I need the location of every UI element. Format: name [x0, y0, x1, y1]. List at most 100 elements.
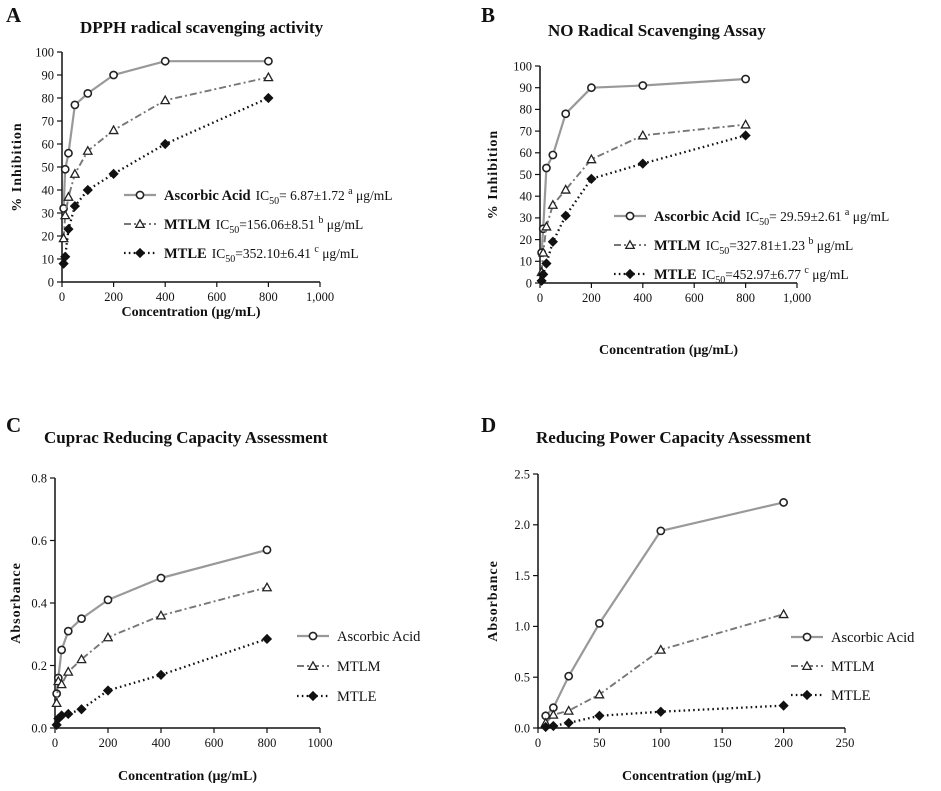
x-tick-label: 1,000 — [783, 291, 811, 305]
data-point-mtlm — [547, 199, 559, 209]
x-tick-label: 250 — [836, 736, 855, 750]
x-tick-label: 50 — [593, 736, 606, 750]
chart-panel-d: D Reducing Power Capacity Assessment 0 50 10… — [481, 413, 915, 784]
data-point-mtle — [160, 138, 171, 150]
data-point-ascorbic-acid — [262, 545, 272, 555]
data-point-mtle — [155, 669, 167, 680]
series-mtlm — [536, 119, 751, 277]
legend: Ascorbic Acid MTLM MTLE — [297, 629, 421, 705]
legend-marker-mtle — [801, 689, 813, 701]
data-point-ascorbic-acid — [564, 671, 574, 681]
data-point-mtle — [102, 685, 114, 696]
y-axis-label: % Inhibition — [10, 122, 25, 211]
y-tick-label: 80 — [520, 103, 533, 117]
series-mtle — [536, 130, 751, 286]
legend-marker-ascorbic-acid — [135, 190, 145, 200]
legend-label-mtle: MTLE — [654, 267, 697, 283]
panel-letter: A — [6, 3, 22, 27]
data-point-ascorbic-acid — [160, 56, 170, 66]
data-point-ascorbic-acid — [263, 56, 273, 66]
data-point-ascorbic-acid — [83, 89, 93, 98]
data-point-mtle — [778, 700, 789, 711]
y-tick-label: 60 — [520, 146, 533, 160]
data-point-mtlm — [261, 581, 273, 592]
series-line-mtle — [540, 134, 746, 282]
legend-ic50-ascorbic-acid: IC50= 6.87±1.72 a μg/mL — [256, 186, 393, 207]
data-point-mtle — [541, 258, 552, 269]
legend-label-mtle: MTLE — [831, 688, 871, 704]
legend-label-ascorbic-acid: Ascorbic Acid — [831, 630, 915, 646]
data-point-ascorbic-acid — [587, 83, 596, 93]
x-tick-label: 400 — [156, 290, 175, 304]
y-tick-label: 20 — [42, 229, 55, 243]
legend-label-ascorbic-acid: Ascorbic Acid — [337, 629, 421, 645]
x-tick-label: 0 — [535, 736, 541, 750]
data-point-ascorbic-acid — [561, 109, 571, 119]
data-point-ascorbic-acid — [77, 614, 86, 624]
x-axis-label: Concentration (μg/mL) — [122, 305, 261, 320]
data-point-ascorbic-acid — [70, 100, 80, 110]
x-tick-label: 1000 — [308, 736, 333, 750]
y-tick-label: 10 — [520, 255, 533, 269]
data-point-mtle — [60, 251, 71, 262]
y-tick-label: 50 — [520, 168, 533, 182]
legend-ic50-mtlm: IC50=327.81±1.23 b μg/mL — [706, 236, 854, 257]
data-point-ascorbic-acid — [103, 595, 113, 605]
data-point-mtlm — [778, 608, 789, 619]
x-tick-label: 1,000 — [306, 290, 334, 304]
x-tick-label: 0 — [52, 736, 58, 750]
y-tick-label: 0.0 — [31, 721, 47, 735]
legend-marker-ascorbic-acid — [802, 632, 812, 642]
data-point-mtle — [594, 710, 605, 721]
data-point-mtlm — [586, 153, 597, 164]
data-point-mtlm — [563, 705, 575, 715]
series-line-mtlm — [55, 586, 268, 704]
data-point-mtlm — [155, 609, 167, 620]
series-line-ascorbic-acid — [55, 548, 268, 694]
data-point-mtle — [740, 130, 751, 141]
legend-marker-mtlm — [624, 239, 636, 250]
data-point-mtlm — [655, 644, 667, 654]
y-tick-label: 0.6 — [31, 534, 47, 548]
data-point-mtle — [547, 236, 558, 247]
y-tick-label: 70 — [520, 124, 533, 138]
data-point-ascorbic-acid — [548, 150, 558, 160]
y-tick-label: 0.2 — [31, 659, 47, 673]
series-mtle — [540, 700, 789, 733]
y-tick-label: 1.5 — [514, 569, 530, 583]
data-point-mtle — [261, 633, 273, 645]
chart-title: NO Radical Scavenging Assay — [548, 21, 766, 40]
legend-label-mtlm: MTLM — [831, 659, 875, 675]
legend-label-ascorbic-acid: Ascorbic Acid — [164, 188, 251, 204]
data-point-mtlm — [58, 232, 69, 243]
legend-ic50-mtlm: IC50=156.06±8.51 b μg/mL — [216, 215, 364, 236]
data-point-ascorbic-acid — [156, 573, 166, 583]
data-point-mtlm — [76, 653, 87, 664]
series-mtlm — [540, 608, 789, 727]
y-axis-label: Absorbance — [9, 562, 24, 644]
legend-marker-ascorbic-acid — [625, 211, 635, 221]
data-point-mtlm — [537, 247, 549, 257]
series-ascorbic-acid — [541, 498, 788, 721]
legend-marker-mtle — [307, 690, 319, 702]
data-point-mtle — [82, 184, 93, 196]
y-tick-label: 0.8 — [31, 471, 47, 485]
data-point-ascorbic-acid — [63, 626, 73, 636]
x-tick-label: 100 — [651, 736, 670, 750]
data-point-mtlm — [69, 168, 81, 178]
x-tick-label: 400 — [633, 291, 652, 305]
legend-marker-mtlm — [307, 660, 319, 671]
y-tick-label: 0 — [526, 276, 532, 290]
y-tick-label: 40 — [42, 183, 55, 197]
data-point-mtlm — [594, 688, 605, 699]
data-point-ascorbic-acid — [109, 70, 118, 80]
data-point-mtlm — [637, 129, 649, 140]
legend: Ascorbic Acid IC50= 6.87±1.72 a μg/mL MTLM… — [124, 186, 392, 265]
y-tick-label: 70 — [42, 114, 55, 128]
chart-title: DPPH radical scavenging activity — [80, 18, 324, 37]
x-tick-label: 800 — [259, 290, 278, 304]
data-point-ascorbic-acid — [57, 645, 67, 655]
data-point-mtlm — [263, 71, 274, 82]
y-tick-label: 50 — [42, 160, 55, 174]
